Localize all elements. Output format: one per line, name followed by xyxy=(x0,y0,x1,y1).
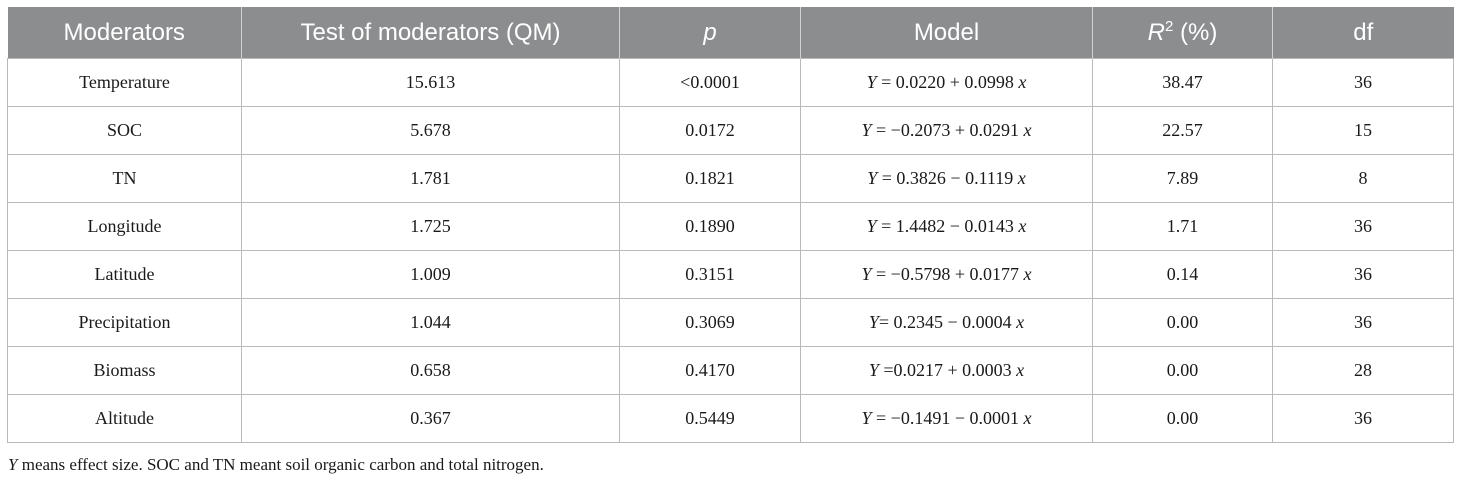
model-y-symbol: Y xyxy=(868,360,879,380)
cell-qm: 5.678 xyxy=(241,106,620,155)
model-equation: = 0.2345 − 0.0004 xyxy=(878,312,1017,332)
model-equation: = 0.0220 + 0.0998 xyxy=(876,72,1019,92)
table-row: Latitude 1.009 0.3151 Y = −0.5798 + 0.0177 … xyxy=(7,250,1454,299)
model-y-symbol: Y xyxy=(866,72,877,92)
table-row: Altitude 0.367 0.5449 Y = −0.1491 − 0.0001 … xyxy=(7,394,1454,443)
table-row: Biomass 0.658 0.4170 Y =0.0217 + 0.0003 x 0.… xyxy=(7,346,1454,395)
cell-r2: 0.00 xyxy=(1092,394,1273,443)
table-row: SOC 5.678 0.0172 Y = −0.2073 + 0.0291 x 22.5… xyxy=(7,106,1454,155)
table-row: TN 1.781 0.1821 Y = 0.3826 − 0.1119 x 7.89 8 xyxy=(7,154,1454,203)
model-x-symbol: x xyxy=(1018,72,1027,92)
cell-r2: 0.00 xyxy=(1092,298,1273,347)
cell-df: 36 xyxy=(1272,394,1454,443)
header-p: p xyxy=(619,7,801,59)
cell-r2: 1.71 xyxy=(1092,202,1273,251)
cell-model: Y = 1.4482 − 0.0143 x xyxy=(800,202,1093,251)
cell-df: 36 xyxy=(1272,250,1454,299)
cell-p: 0.5449 xyxy=(619,394,801,443)
cell-model: Y = −0.1491 − 0.0001 x xyxy=(800,394,1093,443)
cell-qm: 0.367 xyxy=(241,394,620,443)
header-model: Model xyxy=(800,7,1093,59)
cell-p: <0.0001 xyxy=(619,58,801,107)
header-r2-base: R xyxy=(1147,19,1165,46)
moderator-table: Moderators Test of moderators (QM) p Mod… xyxy=(7,7,1454,443)
cell-df: 28 xyxy=(1272,346,1454,395)
moderator-table-container: Moderators Test of moderators (QM) p Mod… xyxy=(7,7,1454,443)
model-y-symbol: Y xyxy=(861,120,872,140)
cell-df: 15 xyxy=(1272,106,1454,155)
cell-moderator: TN xyxy=(7,154,242,203)
model-y-symbol: Y xyxy=(867,168,878,188)
cell-df: 36 xyxy=(1272,58,1454,107)
model-equation: = −0.5798 + 0.0177 xyxy=(871,264,1024,284)
footnote-text: means effect size. SOC and TN meant soil… xyxy=(17,455,544,474)
cell-qm: 1.781 xyxy=(241,154,620,203)
cell-p: 0.1890 xyxy=(619,202,801,251)
cell-qm: 1.009 xyxy=(241,250,620,299)
cell-moderator: Latitude xyxy=(7,250,242,299)
cell-moderator: Temperature xyxy=(7,58,242,107)
cell-r2: 7.89 xyxy=(1092,154,1273,203)
table-footnote: Y means effect size. SOC and TN meant so… xyxy=(8,455,544,475)
cell-r2: 38.47 xyxy=(1092,58,1273,107)
model-x-symbol: x xyxy=(1016,360,1025,380)
cell-model: Y = 0.0220 + 0.0998 x xyxy=(800,58,1093,107)
cell-model: Y = −0.5798 + 0.0177 x xyxy=(800,250,1093,299)
cell-moderator: Biomass xyxy=(7,346,242,395)
cell-df: 8 xyxy=(1272,154,1454,203)
cell-p: 0.0172 xyxy=(619,106,801,155)
table-row: Precipitation 1.044 0.3069 Y= 0.2345 − 0.00… xyxy=(7,298,1454,347)
cell-p: 0.3151 xyxy=(619,250,801,299)
model-equation: = −0.1491 − 0.0001 xyxy=(871,408,1024,428)
cell-r2: 0.00 xyxy=(1092,346,1273,395)
model-x-symbol: x xyxy=(1023,264,1032,284)
header-r2-sup: 2 xyxy=(1165,18,1174,35)
header-p-label: p xyxy=(703,18,717,46)
cell-qm: 1.725 xyxy=(241,202,620,251)
cell-model: Y = −0.2073 + 0.0291 x xyxy=(800,106,1093,155)
model-equation: =0.0217 + 0.0003 xyxy=(878,360,1017,380)
header-r2-unit: (%) xyxy=(1173,19,1218,46)
cell-r2: 22.57 xyxy=(1092,106,1273,155)
model-x-symbol: x xyxy=(1018,216,1027,236)
model-x-symbol: x xyxy=(1017,168,1026,188)
table-row: Temperature 15.613 <0.0001 Y = 0.0220 + 0.0… xyxy=(7,58,1454,107)
model-equation: = −0.2073 + 0.0291 xyxy=(871,120,1024,140)
model-equation: = 1.4482 − 0.0143 xyxy=(876,216,1019,236)
model-equation: = 0.3826 − 0.1119 xyxy=(877,168,1018,188)
header-df: df xyxy=(1272,7,1454,59)
table-row: Longitude 1.725 0.1890 Y = 1.4482 − 0.0143 … xyxy=(7,202,1454,251)
footnote-y-symbol: Y xyxy=(8,455,18,474)
header-moderators: Moderators xyxy=(7,7,242,59)
cell-df: 36 xyxy=(1272,298,1454,347)
model-y-symbol: Y xyxy=(861,408,872,428)
cell-p: 0.4170 xyxy=(619,346,801,395)
cell-df: 36 xyxy=(1272,202,1454,251)
model-y-symbol: Y xyxy=(866,216,877,236)
model-x-symbol: x xyxy=(1023,408,1032,428)
model-x-symbol: x xyxy=(1016,312,1025,332)
header-r2: R2 (%) xyxy=(1092,7,1273,59)
cell-moderator: Longitude xyxy=(7,202,242,251)
cell-qm: 15.613 xyxy=(241,58,620,107)
cell-moderator: Precipitation xyxy=(7,298,242,347)
table-body: Temperature 15.613 <0.0001 Y = 0.0220 + 0.0… xyxy=(7,58,1454,443)
cell-r2: 0.14 xyxy=(1092,250,1273,299)
cell-qm: 1.044 xyxy=(241,298,620,347)
header-qm: Test of moderators (QM) xyxy=(241,7,620,59)
cell-p: 0.3069 xyxy=(619,298,801,347)
cell-qm: 0.658 xyxy=(241,346,620,395)
cell-model: Y= 0.2345 − 0.0004 x xyxy=(800,298,1093,347)
model-y-symbol: Y xyxy=(861,264,872,284)
cell-moderator: Altitude xyxy=(7,394,242,443)
cell-model: Y = 0.3826 − 0.1119 x xyxy=(800,154,1093,203)
model-x-symbol: x xyxy=(1023,120,1032,140)
table-header-row: Moderators Test of moderators (QM) p Mod… xyxy=(7,7,1454,59)
cell-moderator: SOC xyxy=(7,106,242,155)
cell-model: Y =0.0217 + 0.0003 x xyxy=(800,346,1093,395)
cell-p: 0.1821 xyxy=(619,154,801,203)
model-y-symbol: Y xyxy=(868,312,879,332)
